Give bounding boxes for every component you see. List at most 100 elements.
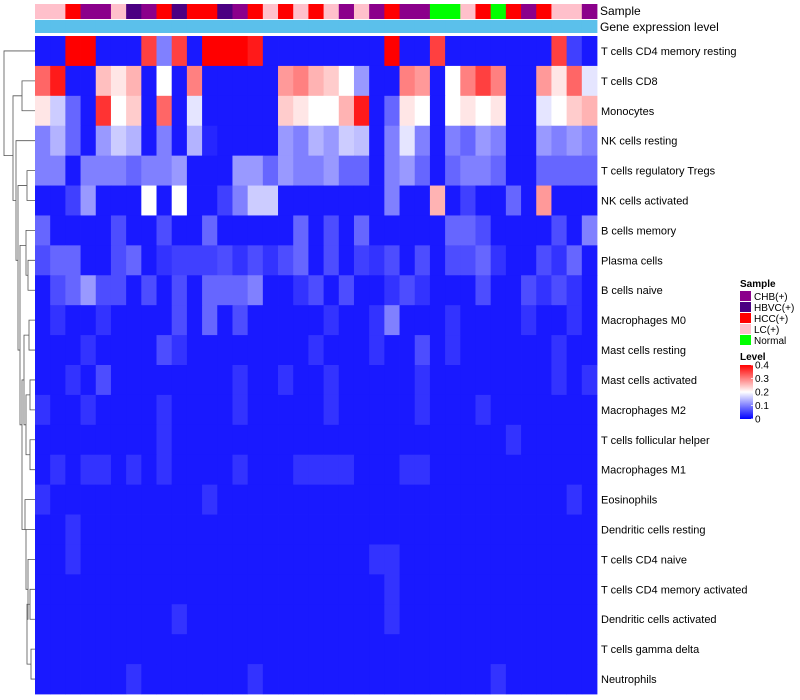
gene-annotation-cell: [384, 20, 400, 33]
heatmap-cell: [505, 544, 522, 575]
heatmap-cell: [35, 365, 51, 396]
heatmap-cell: [445, 664, 461, 695]
sample-annotation-cell: [551, 4, 568, 19]
heatmap-cell: [95, 155, 112, 186]
sample-annotation-cell: [338, 4, 355, 19]
sample-legend-swatch: [740, 324, 751, 334]
heatmap-cell: [505, 125, 522, 157]
heatmap-cell: [308, 424, 324, 456]
heatmap-cell: [521, 155, 537, 186]
heatmap-cell: [110, 365, 127, 396]
heatmap-cell: [80, 335, 97, 366]
row-label: Macrophages M2: [601, 405, 686, 417]
heatmap-cell: [475, 634, 492, 665]
heatmap-cell: [247, 245, 264, 276]
heatmap-cell: [399, 484, 416, 515]
heatmap-cell: [369, 544, 385, 575]
heatmap-cell: [186, 514, 203, 545]
heatmap-cell: [80, 36, 97, 67]
heatmap-cell: [384, 125, 400, 157]
heatmap-cell: [384, 604, 400, 635]
heatmap-cell: [429, 185, 446, 216]
heatmap-cell: [475, 394, 492, 426]
heatmap-cell: [156, 185, 173, 216]
row-label: B cells naive: [601, 285, 663, 297]
heatmap-cell: [293, 365, 309, 396]
heatmap-cell: [445, 365, 461, 396]
heatmap-cell: [308, 335, 324, 366]
heatmap-cell: [353, 155, 370, 186]
heatmap-cell: [110, 544, 127, 575]
heatmap-cell: [217, 365, 233, 396]
heatmap-cell: [445, 335, 461, 366]
heatmap-cell: [369, 305, 385, 336]
heatmap-cell: [551, 514, 568, 545]
heatmap-cell: [171, 454, 188, 486]
heatmap-cell: [110, 305, 127, 336]
heatmap-cell: [293, 305, 309, 336]
heatmap-cell: [95, 335, 112, 366]
heatmap-cell: [521, 365, 537, 396]
heatmap-cell: [566, 514, 583, 545]
heatmap-cell: [429, 95, 446, 127]
heatmap-cell: [141, 634, 157, 665]
heatmap-cell: [293, 335, 309, 366]
heatmap-cell: [202, 514, 218, 545]
heatmap-cell: [186, 125, 203, 157]
level-colorbar: [740, 365, 753, 419]
heatmap-cell: [566, 604, 583, 635]
heatmap-cell: [186, 544, 203, 575]
heatmap-cell: [445, 574, 461, 605]
heatmap-cell: [217, 275, 233, 306]
heatmap-cell: [399, 65, 416, 97]
heatmap-cell: [353, 36, 370, 67]
heatmap-cell: [338, 394, 355, 426]
heatmap-cell: [551, 574, 568, 605]
heatmap-cell: [65, 365, 81, 396]
heatmap-cell: [353, 394, 370, 426]
heatmap-cell: [536, 95, 552, 127]
heatmap-cell: [262, 185, 279, 216]
heatmap-cell: [338, 574, 355, 605]
row-label: T cells CD4 memory resting: [601, 46, 737, 58]
heatmap-cell: [171, 335, 188, 366]
heatmap-cell: [445, 275, 461, 306]
heatmap-cell: [399, 604, 416, 635]
heatmap-cell: [110, 514, 127, 545]
heatmap-cell: [80, 65, 97, 97]
heatmap-cell: [262, 215, 279, 246]
heatmap-cell: [262, 125, 279, 157]
heatmap-cell: [50, 215, 66, 246]
sample-annotation-cell: [384, 4, 400, 19]
heatmap-cell: [353, 125, 370, 157]
level-tick-label: 0: [755, 415, 761, 426]
heatmap-cell: [414, 65, 431, 97]
heatmap-cell: [202, 484, 218, 515]
heatmap-cell: [414, 604, 431, 635]
heatmap-cell: [156, 335, 173, 366]
heatmap-cell: [141, 335, 157, 366]
gene-annotation-cell: [186, 20, 203, 33]
heatmap-cell: [50, 604, 66, 635]
heatmap-cell: [50, 125, 66, 157]
heatmap-cell: [353, 664, 370, 695]
heatmap-cell: [126, 664, 142, 695]
heatmap-cell: [186, 574, 203, 605]
sample-legend-label: LC(+): [754, 325, 779, 336]
heatmap-cell: [308, 484, 324, 515]
heatmap-cell: [308, 305, 324, 336]
heatmap-cell: [414, 95, 431, 127]
heatmap-cell: [262, 514, 279, 545]
heatmap-cell: [338, 454, 355, 486]
heatmap-cell: [399, 365, 416, 396]
gene-annotation-cell: [505, 20, 522, 33]
heatmap-cell: [475, 36, 492, 67]
heatmap-cell: [353, 185, 370, 216]
heatmap-cell: [536, 514, 552, 545]
sample-annotation-cell: [65, 4, 81, 19]
dendrogram-branch: [3, 50, 35, 157]
heatmap-cell: [475, 365, 492, 396]
heatmap-cell: [505, 484, 522, 515]
heatmap-cell: [80, 95, 97, 127]
heatmap-cell: [490, 394, 507, 426]
